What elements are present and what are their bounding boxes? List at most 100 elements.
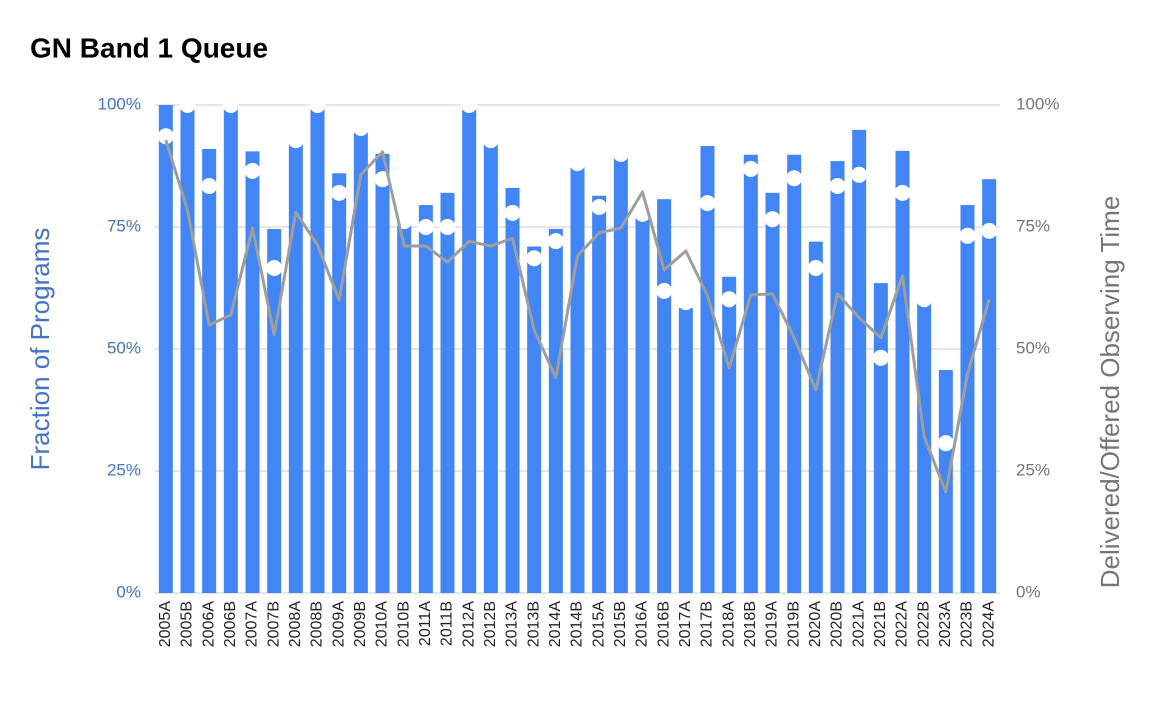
x-tick-label: 2005B xyxy=(179,601,196,647)
point xyxy=(851,166,868,183)
bar xyxy=(180,105,195,593)
x-tick-label: 2023A xyxy=(937,601,954,648)
x-tick-label: 2012B xyxy=(482,601,499,647)
x-tick-label: 2009B xyxy=(352,601,369,647)
chart-title: GN Band 1 Queue xyxy=(30,32,268,63)
point xyxy=(547,233,564,250)
x-tick-label: 2022A xyxy=(894,601,911,648)
x-tick-label: 2020B xyxy=(829,601,846,647)
point xyxy=(569,155,586,172)
bar xyxy=(613,153,628,594)
point xyxy=(352,119,369,136)
bar xyxy=(982,179,997,593)
bar xyxy=(765,192,780,593)
x-tick-label: 2022B xyxy=(915,601,932,647)
x-tick-label: 2015B xyxy=(612,601,629,647)
point xyxy=(894,184,911,201)
point xyxy=(591,198,608,215)
x-tick-label: 2008A xyxy=(287,601,304,648)
point xyxy=(721,291,738,308)
point xyxy=(504,204,521,221)
point xyxy=(612,145,629,162)
y-tick-label: 0% xyxy=(116,582,141,601)
point xyxy=(677,294,694,311)
point xyxy=(309,97,326,113)
bar xyxy=(483,139,498,593)
point xyxy=(937,435,954,452)
x-tick-label: 2016B xyxy=(655,601,672,647)
x-tick-label: 2014A xyxy=(547,601,564,648)
bar xyxy=(592,195,607,593)
bar xyxy=(332,173,347,593)
x-tick-label: 2018B xyxy=(742,601,759,647)
x-tick-label: 2017A xyxy=(677,601,694,648)
bar xyxy=(722,276,737,593)
point xyxy=(786,170,803,187)
x-tick-label: 2019A xyxy=(764,601,781,648)
x-tick-label: 2006A xyxy=(200,601,217,648)
bar xyxy=(310,105,325,593)
y2-tick-label: 75% xyxy=(1016,216,1050,235)
bar xyxy=(657,199,672,593)
bar xyxy=(960,205,975,594)
y2-tick-label: 100% xyxy=(1016,94,1059,113)
x-tick-label: 2023B xyxy=(959,601,976,647)
bar xyxy=(202,148,217,594)
x-tick-label: 2020A xyxy=(807,601,824,648)
bar xyxy=(375,153,390,594)
point xyxy=(807,259,824,276)
x-tick-label: 2005A xyxy=(157,601,174,648)
point xyxy=(201,178,218,195)
x-tick-label: 2007B xyxy=(265,601,282,647)
x-tick-label: 2021A xyxy=(850,601,867,648)
point xyxy=(179,97,196,113)
bar xyxy=(700,145,715,593)
x-tick-label: 2010A xyxy=(374,601,391,648)
point xyxy=(526,250,543,267)
bar xyxy=(917,299,932,593)
bar xyxy=(895,150,910,593)
y2-tick-label: 0% xyxy=(1016,582,1041,601)
bar xyxy=(353,129,368,593)
bar xyxy=(808,241,823,593)
bar xyxy=(223,105,238,593)
point xyxy=(764,211,781,228)
bar xyxy=(418,205,433,594)
point xyxy=(157,128,174,145)
x-tick-label: 2014B xyxy=(569,601,586,647)
x-tick-label: 2017B xyxy=(699,601,716,647)
x-tick-label: 2021B xyxy=(872,601,889,647)
point xyxy=(742,160,759,177)
line xyxy=(164,139,991,494)
point xyxy=(331,184,348,201)
bar xyxy=(548,228,563,593)
y-tick-label: 75% xyxy=(107,216,141,235)
x-tick-label: 2008B xyxy=(309,601,326,647)
point xyxy=(916,291,933,308)
x-tick-label: 2016A xyxy=(634,601,651,648)
y-tick-label: 25% xyxy=(107,460,141,479)
x-tick-label: 2013B xyxy=(525,601,542,647)
point xyxy=(461,97,478,113)
y-tick-label: 50% xyxy=(107,338,141,357)
bar xyxy=(462,105,477,593)
point xyxy=(872,349,889,366)
x-tick-label: 2010B xyxy=(395,601,412,647)
bar xyxy=(873,283,888,593)
bar xyxy=(267,228,282,593)
x-tick-label: 2012A xyxy=(460,601,477,648)
bar xyxy=(397,217,412,594)
bar xyxy=(938,369,953,593)
bar xyxy=(852,129,867,593)
y-axis-label: Fraction of Programs xyxy=(25,228,55,471)
x-tick-label: 2019B xyxy=(785,601,802,647)
y2-tick-label: 50% xyxy=(1016,338,1050,357)
bar xyxy=(830,161,845,593)
x-tick-label: 2011B xyxy=(439,601,456,646)
point xyxy=(829,178,846,195)
point xyxy=(981,222,998,239)
bar xyxy=(527,246,542,593)
y-tick-label: 100% xyxy=(98,94,141,113)
bar xyxy=(505,187,520,593)
